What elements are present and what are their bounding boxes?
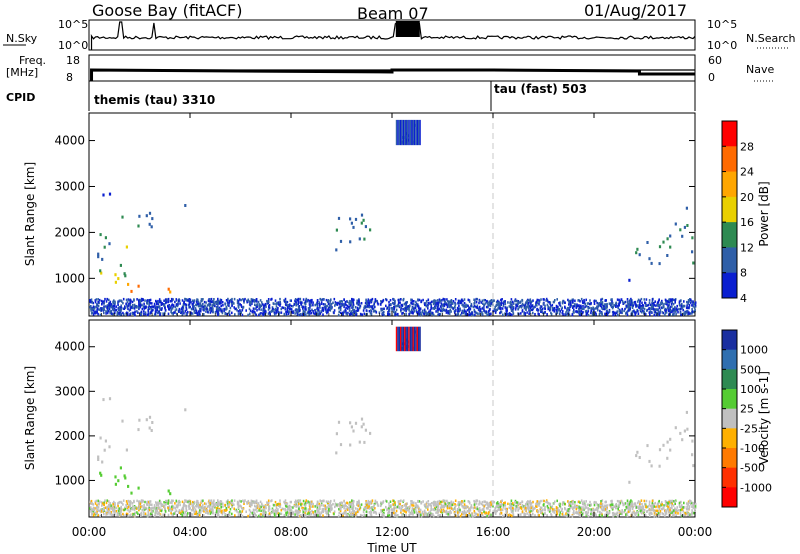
colorbar-step (722, 389, 737, 410)
nave-label: Nave (746, 63, 774, 76)
nsky-trace (90, 21, 696, 50)
colorbar-tick-label: 8 (740, 267, 747, 280)
nave-tick-bottom: 0 (708, 71, 715, 84)
xtick-label: 20:00 (577, 525, 612, 539)
velocity-data (89, 326, 697, 518)
power-panel-frame (88, 112, 696, 317)
power-colorbar-label: Power [dB] (757, 181, 771, 246)
colorbar-tick-label: 1000 (740, 344, 768, 357)
colorbar-tick-label: 28 (740, 140, 754, 153)
colorbar-frame (721, 120, 738, 299)
colorbar-tick-label: 20 (740, 191, 754, 204)
colorbar-step (722, 196, 737, 223)
colorbar-step (722, 467, 737, 488)
colorbar-tick-label: 4 (740, 292, 747, 305)
colorbar-step (722, 146, 737, 173)
velocity-colorbar: 1000 500 100 25 -25 -100 -500 -1000 (721, 329, 772, 508)
colorbar-tick-label: 100 (740, 383, 761, 396)
freq-tick-top: 18 (66, 54, 80, 67)
xtick-label: 08:00 (274, 525, 309, 539)
colorbar-step (722, 369, 737, 390)
station-title: Goose Bay (fitACF) (92, 1, 242, 20)
ytick-label: 1000 (54, 271, 85, 285)
xtick-label: 16:00 (476, 525, 511, 539)
velocity-ylabel: Slant Range [km] (23, 366, 37, 470)
ytick-label: 1000 (54, 473, 85, 487)
colorbar-frame (721, 329, 738, 508)
xaxis-label: Time UT (366, 541, 417, 554)
ytick-label: 4000 (54, 340, 85, 354)
colorbar-tick-label: -100 (740, 442, 765, 455)
colorbar-step (722, 349, 737, 370)
nsky-frame (88, 19, 696, 51)
date-title: 01/Aug/2017 (584, 1, 687, 20)
nsky-tick-top: 10^5 (58, 18, 88, 31)
colorbar-step (722, 330, 737, 351)
beam-title: Beam 07 (357, 4, 429, 23)
colorbar-tick-label: 16 (740, 216, 754, 229)
colorbar-step (722, 171, 737, 198)
velocity-colorbar-label: Velocity [m s-1] (757, 371, 771, 465)
xtick-label: 04:00 (173, 525, 208, 539)
freq-label: Freq. (19, 54, 46, 67)
nsearch-tick-top: 10^5 (707, 18, 737, 31)
colorbar-tick-label: -25 (740, 422, 758, 435)
nsearch-label: N.Search (746, 32, 796, 45)
nsearch-tick-bottom: 10^0 (707, 39, 737, 52)
nsky-line (90, 21, 696, 50)
time-axis: 00:00 04:00 08:00 12:00 16:00 20:00 00:00 (72, 113, 713, 539)
nsky-tick-bottom: 10^0 (58, 39, 88, 52)
ytick-label: 2000 (54, 429, 85, 443)
xtick-label: 12:00 (375, 525, 410, 539)
power-yaxis: 4000 3000 2000 1000 (54, 134, 695, 285)
nsky-burst (395, 21, 420, 37)
ytick-label: 2000 (54, 225, 85, 239)
cpid-mode-1: themis (tau) 3310 (94, 93, 215, 107)
colorbar-step (722, 247, 737, 274)
freq-tick-bottom: 8 (66, 71, 73, 84)
ytick-label: 4000 (54, 134, 85, 148)
colorbar-tick-label: 12 (740, 241, 754, 254)
colorbar-step (722, 428, 737, 449)
nsky-label: N.Sky (6, 32, 38, 45)
freq-frame (88, 54, 696, 82)
ytick-label: 3000 (54, 179, 85, 193)
colorbar-tick-label: 500 (740, 363, 761, 376)
colorbar-tick-label: -1000 (740, 481, 772, 494)
colorbar-step (722, 408, 737, 429)
cpid-label: CPID (6, 91, 35, 104)
colorbar-step (722, 121, 737, 147)
xtick-label: 00:00 (678, 525, 713, 539)
freq-unit-label: [MHz] (6, 66, 38, 79)
cpid-mode-2: tau (fast) 503 (494, 82, 587, 96)
power-colorbar: 28 24 20 16 12 8 4 (721, 120, 754, 305)
power-ylabel: Slant Range [km] (23, 162, 37, 266)
colorbar-tick-label: 24 (740, 166, 754, 179)
xtick-label: 00:00 (72, 525, 107, 539)
power-data (89, 119, 697, 317)
velocity-yaxis: 4000 3000 2000 1000 (54, 340, 695, 487)
velocity-panel-frame (88, 319, 696, 518)
freq-trace (90, 68, 695, 81)
colorbar-tick-label: 25 (740, 403, 754, 416)
ytick-label: 3000 (54, 384, 85, 398)
nave-line (90, 68, 695, 81)
colorbar-step (722, 222, 737, 248)
colorbar-step (722, 272, 737, 299)
colorbar-step (722, 448, 737, 469)
colorbar-tick-label: -500 (740, 462, 765, 475)
nave-tick-top: 60 (708, 54, 722, 67)
colorbar-step (722, 487, 737, 508)
